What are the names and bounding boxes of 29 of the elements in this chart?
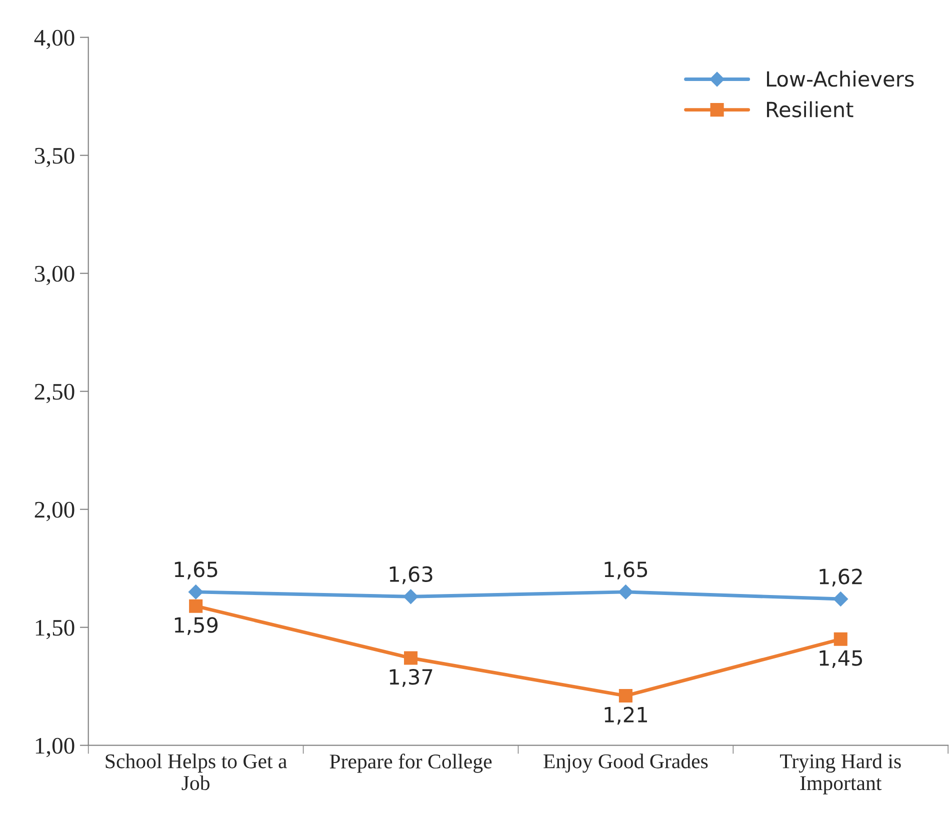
point <box>833 592 848 606</box>
point <box>189 599 203 613</box>
x-tick-label: School Helps to Get a Job <box>106 754 287 790</box>
data-label: 1,59 <box>174 617 218 635</box>
point <box>404 651 418 665</box>
y-tick-label: 2,50 <box>34 384 74 404</box>
point <box>834 632 848 646</box>
legend-label: Resilient <box>767 101 854 118</box>
y-tick-label: 3,00 <box>34 266 74 286</box>
point <box>188 584 204 600</box>
y-tick-label: 3,50 <box>34 148 74 168</box>
point <box>618 689 632 703</box>
data-label: 1,62 <box>820 568 862 586</box>
y-tick-label: 1,00 <box>36 738 74 758</box>
y-tick-label: 1,50 <box>36 620 74 640</box>
point <box>403 589 418 604</box>
legend-label: Low-Achievers <box>767 70 914 87</box>
x-tick-label: Trying Hard is Important <box>780 754 901 794</box>
data-label: 1,63 <box>390 566 432 584</box>
data-label: 1,65 <box>604 562 648 580</box>
point <box>618 584 634 600</box>
data-label: 1,37 <box>390 669 432 687</box>
y-tick-label: 2,00 <box>34 502 74 522</box>
x-tick-label: Prepare for College <box>330 754 492 773</box>
data-label: 1,21 <box>604 706 647 725</box>
x-tick-label: Enjoy Good Grades <box>544 754 708 773</box>
data-label: 1,65 <box>174 562 218 580</box>
data-label: 1,45 <box>820 650 862 668</box>
y-tick-label: 4,00 <box>34 30 74 50</box>
